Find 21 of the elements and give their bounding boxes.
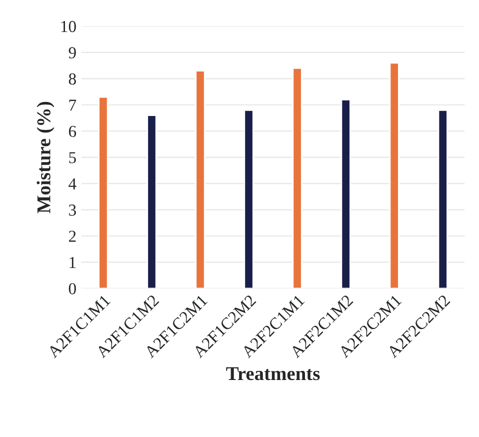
y-axis-title: Moisture (%) (36, 102, 54, 214)
bar (389, 62, 400, 288)
y-tick-label: 1 (70, 256, 76, 268)
x-axis-title: Treatments (226, 367, 320, 380)
y-tick-label: 7 (69, 100, 76, 111)
bar (340, 98, 351, 288)
y-tick-label: 2 (68, 230, 76, 242)
bar (146, 114, 157, 288)
y-tick-label: 8 (68, 73, 76, 85)
y-tick-label: 9 (68, 47, 76, 58)
bar (292, 67, 302, 288)
bar (244, 109, 254, 288)
y-tick-label: 3 (69, 204, 76, 216)
bar (438, 109, 448, 288)
bar (195, 70, 206, 288)
y-tick-label: 5 (69, 152, 76, 164)
y-tick-label: 0 (68, 283, 76, 294)
y-tick-label: 4 (68, 178, 76, 190)
y-tick-label: 10 (61, 20, 76, 32)
bar (98, 96, 108, 288)
y-tick-label: 6 (68, 126, 76, 138)
